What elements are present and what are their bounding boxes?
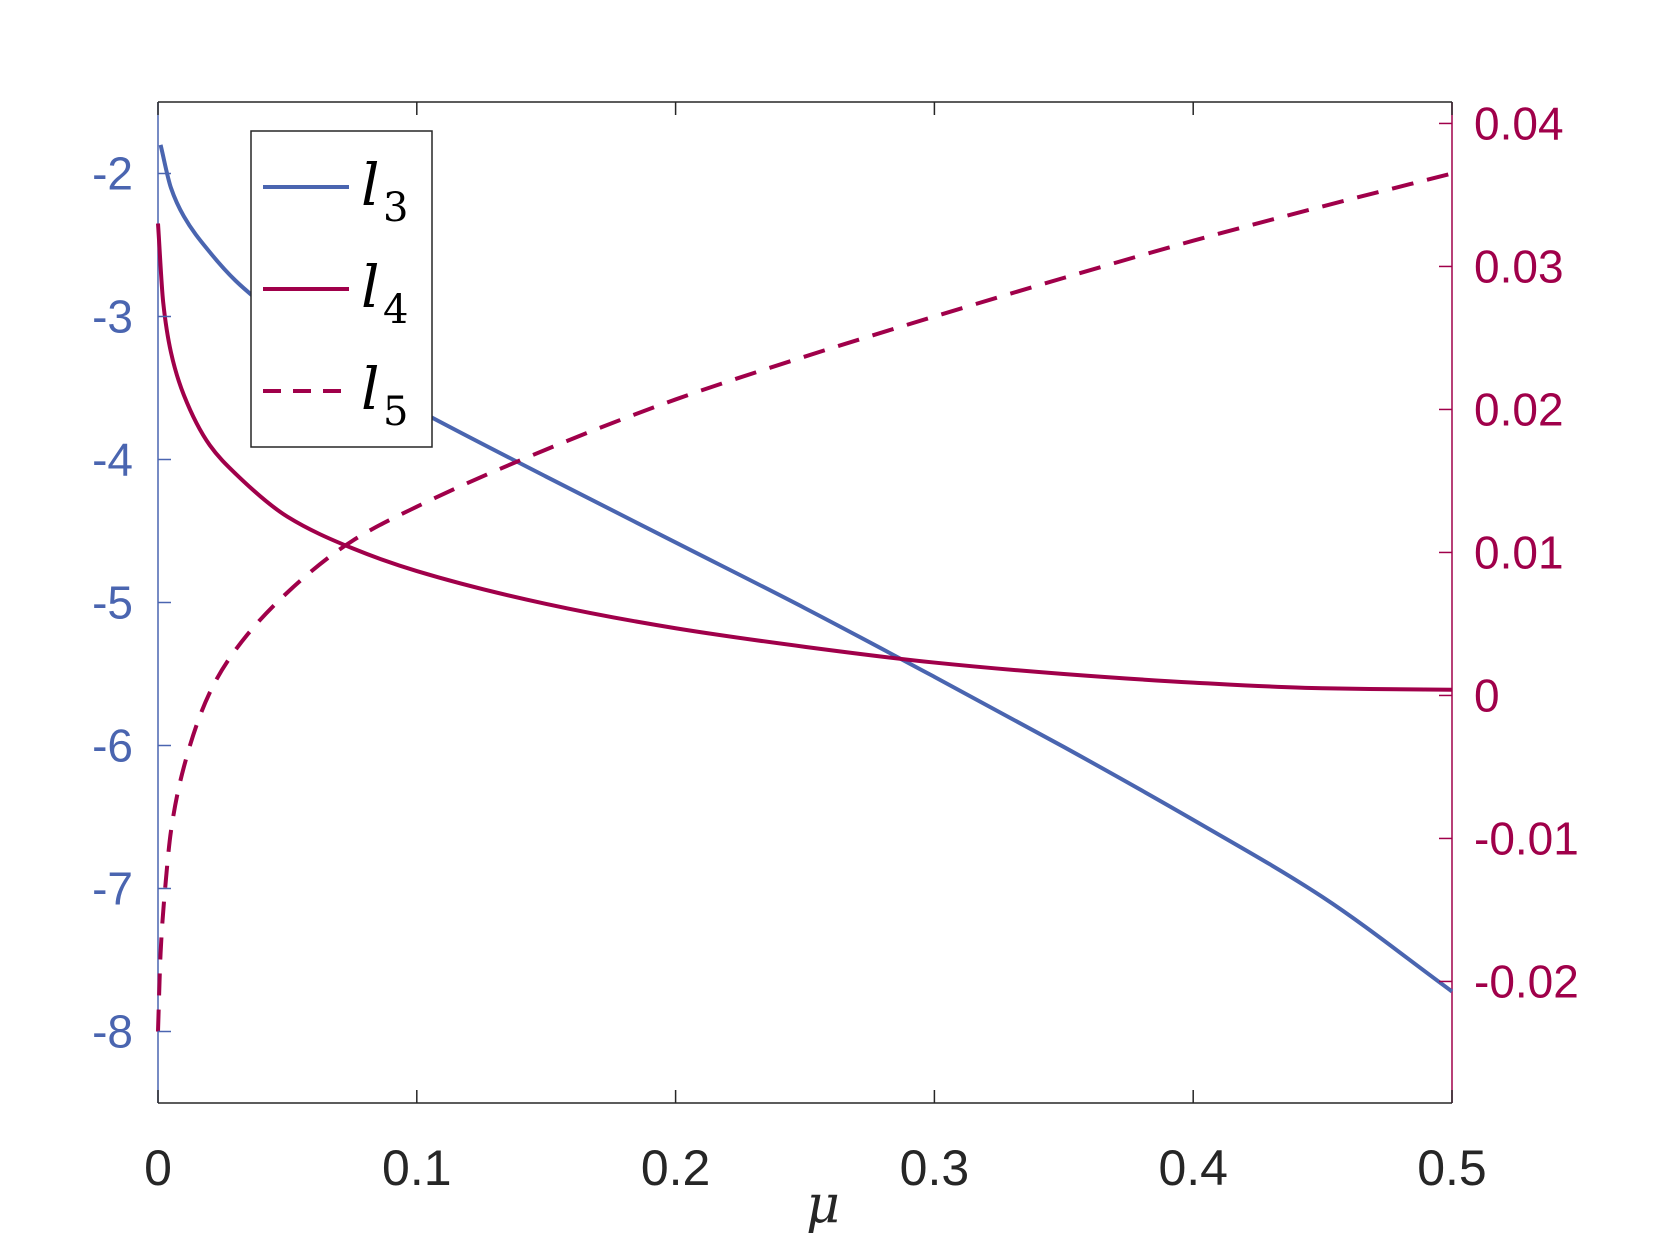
right-tick-label: -0.01	[1474, 812, 1579, 864]
x-axis-label: μ	[806, 1175, 840, 1235]
legend-subscript-l5: 5	[383, 389, 408, 435]
left-tick-label: -6	[92, 720, 133, 772]
series-line-l5	[156, 171, 1453, 1032]
right-tick-label: -0.02	[1474, 955, 1579, 1007]
x-axis: 0 0.1 0.2 0.3 0.4 0.5	[144, 102, 1487, 1196]
series-line-l3	[158, 144, 1454, 994]
legend-subscript-l3: 3	[383, 185, 408, 231]
left-tick-label: -7	[92, 863, 133, 915]
left-tick-label: -4	[92, 434, 133, 486]
series-line-l4	[156, 223, 1453, 692]
x-tick-label: 0	[144, 1140, 172, 1196]
x-tick-label: 0.5	[1417, 1140, 1487, 1196]
left-tick-label: -3	[92, 291, 133, 343]
x-tick-label: 0.3	[900, 1140, 970, 1196]
legend-subscript-l4: 4	[383, 287, 408, 333]
legend-label-l4: l	[361, 253, 380, 321]
x-tick-label: 0.2	[641, 1140, 711, 1196]
series-layer	[156, 144, 1454, 1032]
left-y-axis: -2 -3 -4 -5 -6 -7 -8	[92, 148, 171, 1058]
left-tick-label: -2	[92, 148, 133, 200]
right-y-axis: 0.04 0.03 0.02 0.01 0 -0.01 -0.02	[1439, 97, 1579, 1007]
right-tick-label: 0.01	[1474, 526, 1564, 578]
x-tick-label: 0.4	[1158, 1140, 1228, 1196]
right-tick-label: 0.04	[1474, 97, 1564, 149]
left-tick-label: -8	[92, 1006, 133, 1058]
legend-label-l5: l	[361, 355, 380, 423]
legend-label-l3: l	[361, 151, 380, 219]
right-tick-label: 0.03	[1474, 240, 1564, 292]
x-tick-label: 0.1	[382, 1140, 452, 1196]
legend: l 3l 4l 5	[250, 130, 433, 448]
right-tick-label: 0	[1474, 669, 1500, 721]
right-tick-label: 0.02	[1474, 383, 1564, 435]
left-tick-label: -5	[92, 577, 133, 629]
